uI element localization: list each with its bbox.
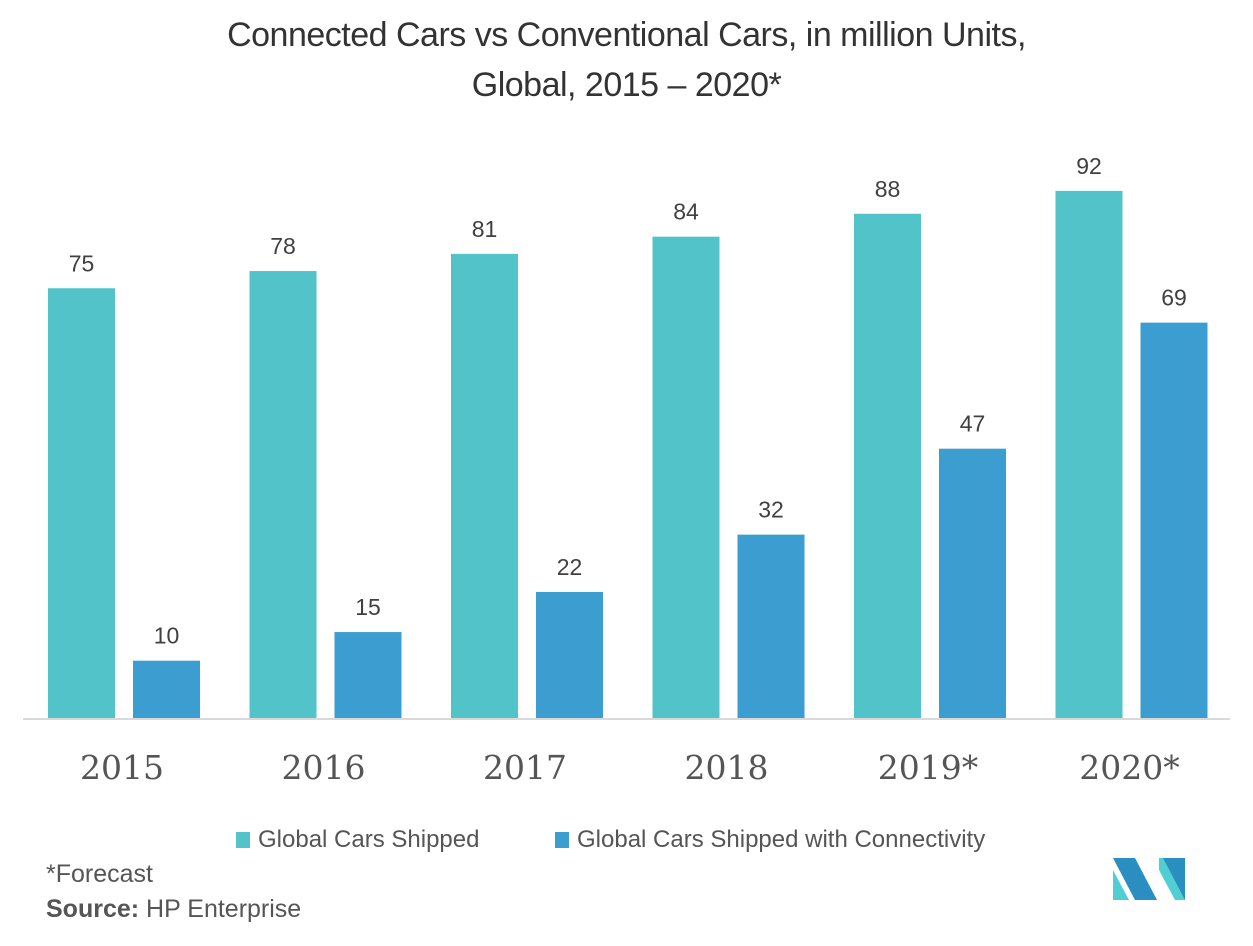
bar-connected-2017 [536,591,603,718]
data-label: 69 [1161,285,1187,311]
x-tick-label: 2020* [1079,748,1179,787]
bar-shipped-2015 [48,288,115,718]
legend-item-global-cars-shipped: Global Cars Shipped [236,826,479,854]
data-label: 84 [673,199,699,225]
x-tick-label: 2016 [282,748,366,787]
chart-title-line-2: Global, 2015 – 2020* [471,66,782,104]
x-tick-label: 2018 [685,748,769,787]
data-label: 15 [355,594,381,620]
legend-label: Global Cars Shipped [258,826,480,853]
legend-swatch-blue [555,832,569,848]
chart-title: Connected Cars vs Conventional Cars, in … [0,10,1253,110]
bar-shipped-2016 [249,271,317,718]
x-tick-label: 2015 [80,748,164,787]
bar-shipped-2020 [1055,190,1123,719]
bar-shipped-2018 [652,236,720,718]
data-label: 32 [758,497,784,523]
data-label: 78 [270,233,296,259]
data-label: 81 [472,216,498,242]
mordor-intelligence-logo [1113,858,1185,900]
x-tick-label: 2019* [878,748,978,787]
source-line: Source: HP Enterprise [46,895,301,924]
bar-shipped-2019 [854,213,921,718]
data-label: 92 [1076,153,1102,179]
source-label: Source: [46,895,140,923]
data-label: 88 [875,176,901,202]
chart-title-line-1: Connected Cars vs Conventional Cars, in … [227,16,1026,54]
bar-connected-2016 [334,632,402,718]
bar-shipped-2017 [451,253,518,718]
data-label: 47 [960,411,986,437]
data-label: 75 [69,250,95,276]
logo-dark-shape [1113,858,1157,900]
legend-swatch-teal [236,832,250,848]
logo-light-shape-left [1113,870,1129,900]
bar-connected-2018 [737,534,805,718]
legend-label: Global Cars Shipped with Connectivity [577,826,986,853]
bar-connected-2020 [1140,322,1208,718]
data-label: 22 [557,554,583,580]
source-value: HP Enterprise [139,895,302,923]
bar-connected-2019 [939,448,1006,718]
logo-dark-shape-right [1163,858,1185,900]
forecast-note: *Forecast [46,860,153,888]
bar-connected-2015 [133,660,200,718]
x-tick-label: 2017 [483,748,567,787]
legend-item-connectivity: Global Cars Shipped with Connectivity [555,826,985,854]
data-label: 10 [154,623,180,649]
